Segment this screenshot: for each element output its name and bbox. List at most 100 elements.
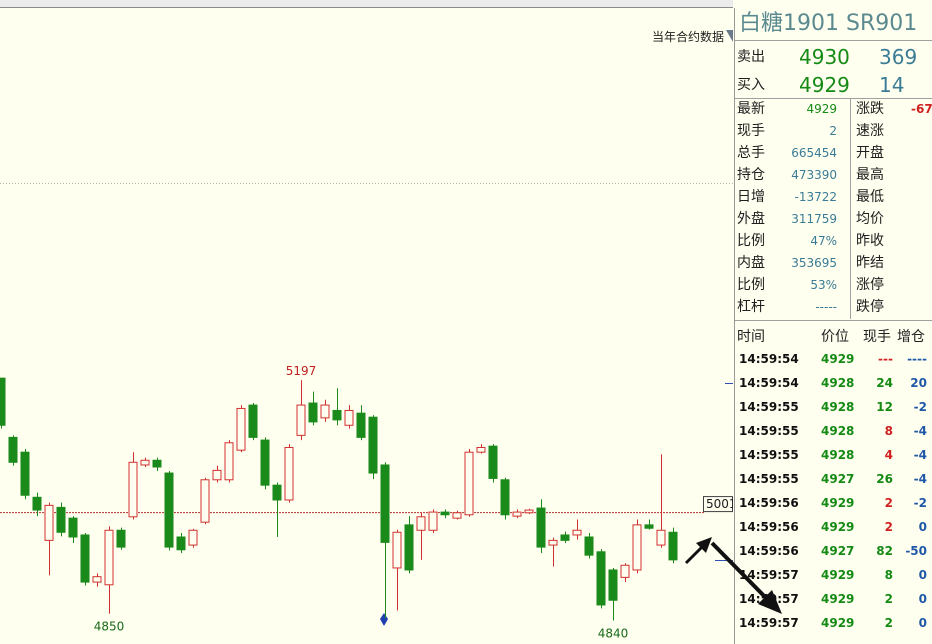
candle-body bbox=[608, 569, 618, 601]
trade-time: 14:59:55 bbox=[739, 448, 799, 462]
trade-qty: 82 bbox=[876, 544, 893, 558]
quote-label: 速涨 bbox=[856, 123, 884, 139]
last-price-label: 5001 bbox=[706, 497, 733, 511]
quote-label: 均价 bbox=[856, 211, 884, 227]
trade-price: 4929 bbox=[821, 352, 855, 366]
quote-label: 最新 bbox=[737, 101, 765, 117]
trade-price: 4928 bbox=[821, 448, 855, 462]
candle-body bbox=[452, 512, 462, 519]
trade-time: 14:59:57 bbox=[739, 592, 799, 606]
last-price-box bbox=[703, 496, 733, 513]
quote-value: ----- bbox=[815, 300, 837, 314]
candle-body bbox=[212, 469, 222, 481]
trade-price: 4929 bbox=[821, 496, 855, 510]
quote-label: 现手 bbox=[737, 123, 765, 139]
trade-change: -4 bbox=[913, 472, 927, 486]
trade-time: 14:59:54 bbox=[739, 376, 799, 390]
quote-value: 473390 bbox=[791, 168, 837, 182]
candle-body bbox=[68, 517, 78, 538]
quote-label: 比例 bbox=[737, 277, 765, 293]
quote-label: 日增 bbox=[737, 189, 765, 205]
candle-body bbox=[536, 507, 546, 548]
candle-body bbox=[104, 529, 114, 586]
quote-value: 4929 bbox=[806, 102, 837, 116]
quote-label: 比例 bbox=[737, 233, 765, 249]
quote-value: 665454 bbox=[791, 146, 837, 160]
candle-body bbox=[176, 536, 186, 551]
candle-body bbox=[272, 484, 282, 501]
candle-body bbox=[308, 402, 318, 423]
candle-body bbox=[248, 404, 258, 438]
trade-time: 14:59:55 bbox=[739, 400, 799, 414]
column-divider bbox=[850, 99, 851, 319]
quote-label: 外盘 bbox=[737, 211, 765, 227]
candle-body bbox=[224, 442, 234, 481]
trade-qty: --- bbox=[878, 352, 893, 366]
trade-change: 0 bbox=[918, 592, 927, 606]
candle-body bbox=[584, 536, 594, 556]
trade-time: 14:59:56 bbox=[739, 520, 799, 534]
trade-qty: 12 bbox=[876, 400, 893, 414]
quote-value: -13722 bbox=[794, 190, 837, 204]
candle-body bbox=[128, 461, 138, 518]
bid-price: 4929 bbox=[799, 73, 850, 97]
ask-label: 卖出 bbox=[737, 49, 765, 65]
trade-change: -2 bbox=[913, 400, 927, 414]
quote-label: 总手 bbox=[737, 145, 765, 161]
trade-change: -2 bbox=[913, 496, 927, 510]
quote-value: 353695 bbox=[791, 256, 837, 270]
candle-body bbox=[632, 524, 642, 571]
candle-body bbox=[0, 377, 6, 426]
candle-body bbox=[656, 529, 666, 546]
candle-body bbox=[20, 451, 30, 496]
bid-label: 买入 bbox=[737, 77, 765, 93]
trades-header: 时间 bbox=[737, 329, 765, 345]
candle-body bbox=[356, 412, 366, 438]
trade-price: 4929 bbox=[821, 592, 855, 606]
candle-body bbox=[332, 409, 342, 421]
low-price-label: 4840 bbox=[598, 626, 629, 640]
contract-title: 白糖1901 SR901 bbox=[739, 11, 918, 36]
kline-chart: 当年合约数据 5197 4850 4840 5001 bbox=[0, 0, 733, 640]
candle-body bbox=[620, 564, 630, 578]
candle-body bbox=[416, 516, 426, 531]
candle-body bbox=[44, 504, 54, 541]
separator bbox=[735, 98, 932, 99]
trade-time: 14:59:54 bbox=[739, 352, 799, 366]
candle-body bbox=[488, 445, 498, 479]
quote-panel: 白糖1901 SR901 卖出 4930 369 买入 4929 14 最新 4929 现手 2 总手… bbox=[734, 8, 932, 644]
quote-value: 47% bbox=[810, 234, 837, 248]
candle-body bbox=[560, 534, 570, 541]
candle-body bbox=[8, 436, 18, 463]
high-price-label: 5197 bbox=[286, 364, 317, 378]
candle-body bbox=[668, 531, 678, 561]
candle-body bbox=[392, 531, 402, 569]
trade-price: 4928 bbox=[821, 376, 855, 390]
candle-body bbox=[164, 472, 174, 548]
candle-body bbox=[284, 446, 294, 501]
top-strip bbox=[0, 0, 733, 8]
candle-body bbox=[80, 534, 90, 583]
trade-price: 4929 bbox=[821, 520, 855, 534]
candle-body bbox=[32, 496, 42, 511]
candle-body bbox=[500, 479, 510, 516]
trade-price: 4929 bbox=[821, 616, 855, 630]
candle-body bbox=[368, 416, 378, 474]
trade-qty: 2 bbox=[884, 496, 893, 510]
candle-body bbox=[236, 407, 246, 451]
quote-value: 53% bbox=[810, 278, 837, 292]
trade-price: 4928 bbox=[821, 424, 855, 438]
trade-price: 4927 bbox=[821, 544, 855, 558]
candle-body bbox=[344, 409, 354, 426]
trade-qty: 2 bbox=[884, 520, 893, 534]
quote-label: 跌停 bbox=[856, 299, 884, 315]
quote-label: 涨跌 bbox=[856, 101, 884, 117]
trade-time: 14:59:55 bbox=[739, 424, 799, 438]
quote-label: 最高 bbox=[856, 167, 884, 183]
candle-body bbox=[596, 551, 606, 606]
quote-label: 昨结 bbox=[856, 255, 884, 271]
quote-label: 昨收 bbox=[856, 233, 884, 249]
candle-body bbox=[428, 511, 438, 531]
trade-change: 0 bbox=[918, 520, 927, 534]
